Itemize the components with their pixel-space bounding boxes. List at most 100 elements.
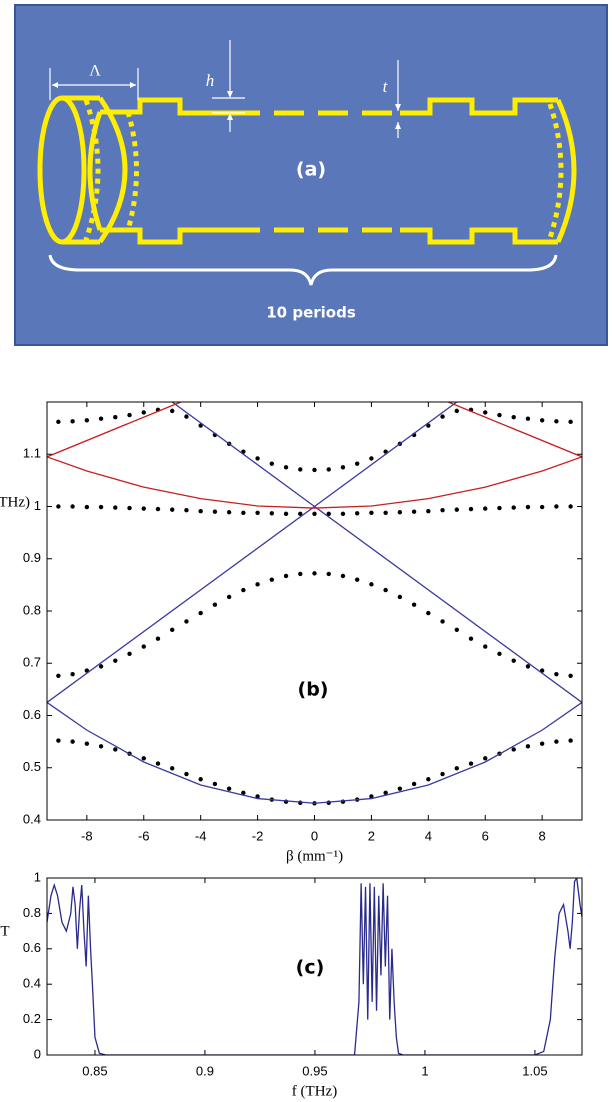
data-dot bbox=[369, 456, 374, 461]
data-dot bbox=[283, 573, 289, 579]
data-dot bbox=[468, 506, 474, 512]
data-dot bbox=[312, 467, 317, 473]
x-tick-label: 0.85 bbox=[82, 1063, 107, 1078]
data-dot bbox=[155, 761, 161, 766]
data-dot bbox=[554, 504, 559, 509]
data-dot bbox=[525, 664, 531, 669]
data-dot bbox=[141, 644, 146, 649]
data-dot bbox=[113, 505, 118, 510]
data-dot bbox=[354, 577, 360, 582]
profile-bottom bbox=[400, 227, 558, 245]
x-tick-label: 2 bbox=[368, 828, 375, 843]
data-dot bbox=[426, 509, 431, 514]
hidden-edge bbox=[83, 99, 101, 241]
data-dot bbox=[283, 511, 289, 517]
data-dot bbox=[226, 786, 232, 791]
data-dot bbox=[155, 636, 161, 641]
data-dot bbox=[440, 414, 445, 419]
data-dot bbox=[212, 781, 218, 787]
data-dot bbox=[269, 461, 275, 466]
arrowheads bbox=[395, 104, 401, 129]
plot-area bbox=[47, 878, 582, 1055]
data-dot bbox=[511, 414, 516, 420]
data-dot bbox=[568, 738, 573, 743]
data-dot bbox=[483, 506, 488, 511]
data-dot bbox=[354, 461, 360, 466]
data-dot bbox=[525, 744, 531, 749]
plot-frame bbox=[46, 877, 583, 1056]
data-dot bbox=[84, 418, 90, 423]
data-dot bbox=[497, 412, 502, 418]
y-tick-label: 1 bbox=[34, 498, 41, 513]
data-dot bbox=[369, 582, 374, 587]
data-dot bbox=[568, 673, 573, 678]
data-dot bbox=[56, 504, 61, 509]
data-dot bbox=[369, 510, 374, 515]
data-dot bbox=[383, 587, 388, 593]
x-tick-label: 0 bbox=[311, 828, 318, 843]
data-dot bbox=[170, 507, 175, 512]
data-dot bbox=[70, 739, 75, 744]
x-tick-label: -4 bbox=[195, 828, 207, 843]
data-dot bbox=[56, 419, 61, 425]
data-dot bbox=[483, 756, 488, 761]
data-dot bbox=[98, 744, 104, 749]
y-tick-label: 1 bbox=[34, 869, 41, 884]
hidden-edge bbox=[547, 103, 564, 239]
data-dot bbox=[383, 790, 388, 796]
data-dot bbox=[184, 414, 189, 419]
y-tick-label: 0.2 bbox=[23, 1011, 41, 1026]
data-dot bbox=[340, 511, 346, 517]
data-dot bbox=[170, 766, 175, 771]
panel-background bbox=[14, 4, 608, 346]
data-dot bbox=[113, 414, 118, 420]
data-dot bbox=[241, 790, 246, 796]
data-dot bbox=[326, 571, 331, 577]
data-dot bbox=[468, 636, 474, 641]
data-dot bbox=[369, 794, 374, 799]
data-dot bbox=[170, 408, 175, 414]
height-dimension bbox=[212, 40, 245, 132]
data-dot bbox=[340, 465, 346, 470]
data-dot bbox=[212, 509, 218, 514]
data-dot bbox=[468, 761, 474, 766]
data-dot bbox=[84, 504, 90, 510]
data-dot bbox=[497, 505, 502, 511]
section-edge bbox=[87, 111, 103, 231]
arrowheads bbox=[227, 91, 233, 120]
data-line bbox=[47, 878, 582, 1055]
data-dot bbox=[525, 504, 531, 510]
y-tick-label: 0.6 bbox=[23, 940, 41, 955]
height-label: h bbox=[206, 71, 215, 90]
data-dot bbox=[198, 610, 203, 616]
data-dot bbox=[212, 602, 218, 607]
data-dot bbox=[568, 504, 573, 509]
x-tick-label: 0.9 bbox=[196, 1063, 214, 1078]
y-tick-label: 0.4 bbox=[23, 811, 41, 826]
profile-top bbox=[400, 97, 558, 116]
data-dot bbox=[340, 573, 346, 579]
data-dot bbox=[554, 419, 559, 424]
x-tick-label: 6 bbox=[482, 828, 489, 843]
data-dot bbox=[483, 410, 488, 415]
x-tick-label: -6 bbox=[138, 828, 150, 843]
x-tick-label: 1.05 bbox=[522, 1063, 547, 1078]
data-dot bbox=[155, 506, 161, 512]
data-dot bbox=[326, 511, 331, 517]
data-dot bbox=[269, 511, 275, 516]
data-dot bbox=[184, 771, 189, 777]
x-tick-label: -8 bbox=[81, 828, 93, 843]
y-tick-label: 0.6 bbox=[23, 707, 41, 722]
y-axis-label: f (THz) bbox=[0, 494, 30, 510]
plot-frame bbox=[46, 401, 583, 821]
x-tick-label: 0.95 bbox=[302, 1063, 327, 1078]
data-dot bbox=[554, 739, 559, 744]
y-tick-label: 0.8 bbox=[23, 905, 41, 920]
data-dot bbox=[255, 582, 260, 587]
data-dot bbox=[497, 651, 502, 657]
data-dot bbox=[440, 771, 445, 777]
data-dot bbox=[511, 747, 516, 752]
plot-area bbox=[47, 402, 582, 806]
data-line bbox=[171, 402, 582, 703]
